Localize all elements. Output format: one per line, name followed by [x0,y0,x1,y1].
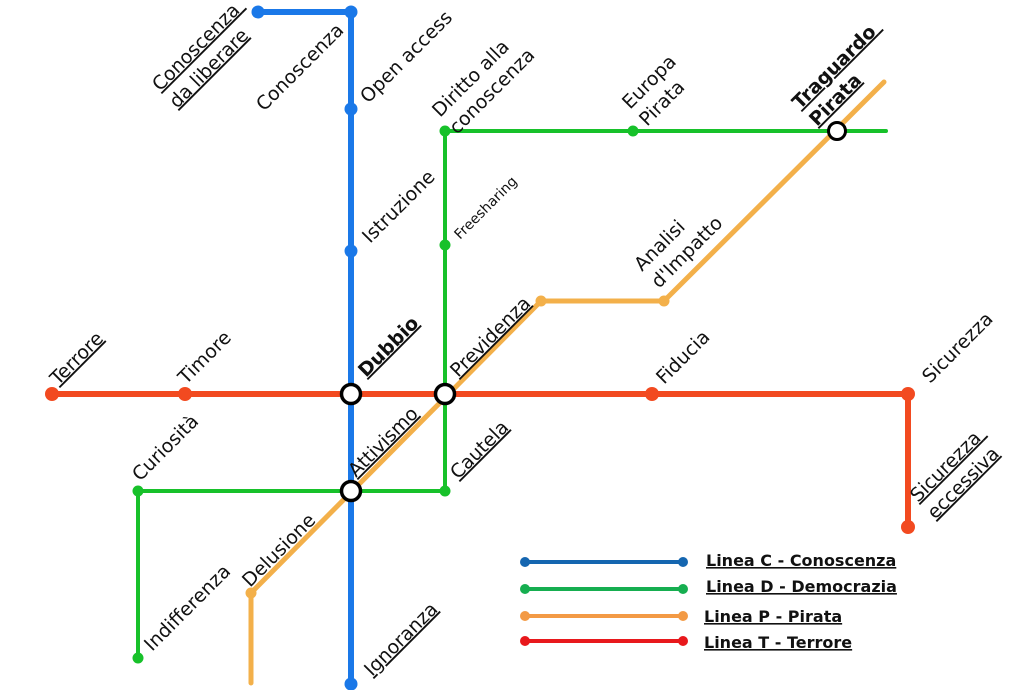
label-terrore: Terrore [45,328,108,391]
station-dot-europa-pirata [627,125,639,137]
label-timore: Timore [173,327,236,390]
legend-swatch-p-start [520,611,530,621]
station-dot-indifferenza [132,652,144,664]
legend-swatch-p-end [678,611,688,621]
station-dot-analisi-impatto [658,295,670,307]
label-delusione: Delusione [238,509,320,591]
label-traguardo-pirata: Traguardo Pirata [788,16,902,130]
station-dot-timore [178,387,192,401]
legend-item-d: Linea D - Democrazia [520,577,897,596]
station-dot-ignoranza [344,677,358,690]
station-dots [45,5,915,690]
label-sicurezza-eccessiva: Sicurezza eccessiva [906,423,1007,524]
legend-label-c: Linea C - Conoscenza [706,551,896,570]
station-dot-istruzione [344,244,358,258]
label-dubbio: Dubbio [354,312,423,381]
station-dot-conoscenza [344,5,358,19]
station-dot-delusione [245,587,257,599]
interchange-traguardo-pirata [827,121,847,141]
legend-swatch-d-end [678,584,688,594]
legend-label-t: Linea T - Terrore [704,633,852,652]
label-previdenza: Previdenza [446,292,535,381]
interchange-attivismo [339,479,363,503]
station-dot-freesharing [439,239,451,251]
station-dot-open-access [344,102,358,116]
label-fiducia: Fiducia [652,326,714,388]
label-cautela: Cautela [446,416,513,483]
interchange-previdenza [433,382,457,406]
label-conoscenza: Conoscenza [252,19,348,115]
station-dot-terrore [45,387,59,401]
station-dot-cautela [439,485,451,497]
label-ignoranza: Ignoranza [360,598,442,680]
station-dot-sicurezza-eccessiva [901,520,915,534]
station-dot-fiducia [645,387,659,401]
legend-swatch-t-start [520,636,530,646]
station-dot-conoscenza-da-liberare [251,5,265,19]
station-dot-diritto-alla-conoscenza [439,125,451,137]
legend-swatch-d-start [520,584,530,594]
line-c-conoscenza [255,9,354,687]
interchange-stations [339,121,847,503]
label-sicurezza: Sicurezza [918,308,998,388]
station-dot-previdenza-bend [535,295,547,307]
legend-label-d: Linea D - Democrazia [706,577,897,596]
station-dot-sicurezza [901,387,915,401]
label-freesharing: Freesharing [452,174,521,243]
line-c-path [255,9,354,687]
legend: Linea C - Conoscenza Linea D - Democrazi… [520,551,897,652]
label-istruzione: Istruzione [358,166,440,248]
station-dot-curiosita [132,485,144,497]
label-curiosita: Curiosità [128,410,203,485]
interchange-dubbio [339,382,363,406]
legend-item-c: Linea C - Conoscenza [520,551,896,570]
legend-swatch-c-end [678,557,688,567]
label-conoscenza-da-liberare: Conoscenza da liberare [148,0,266,113]
label-analisi-impatto: Analisi d'Impatto [630,195,727,292]
label-attivismo: Attivismo [344,403,423,482]
legend-swatch-c-start [520,557,530,567]
legend-item-t: Linea T - Terrore [520,633,852,652]
legend-item-p: Linea P - Pirata [520,607,842,626]
legend-label-p: Linea P - Pirata [704,607,842,626]
legend-swatch-t-end [678,636,688,646]
label-indifferenza: Indifferenza [140,560,235,655]
label-diritto-alla-conoscenza: Diritto alla conoscenza [428,27,539,138]
label-europa-pirata: Europa Pirata [618,46,702,130]
